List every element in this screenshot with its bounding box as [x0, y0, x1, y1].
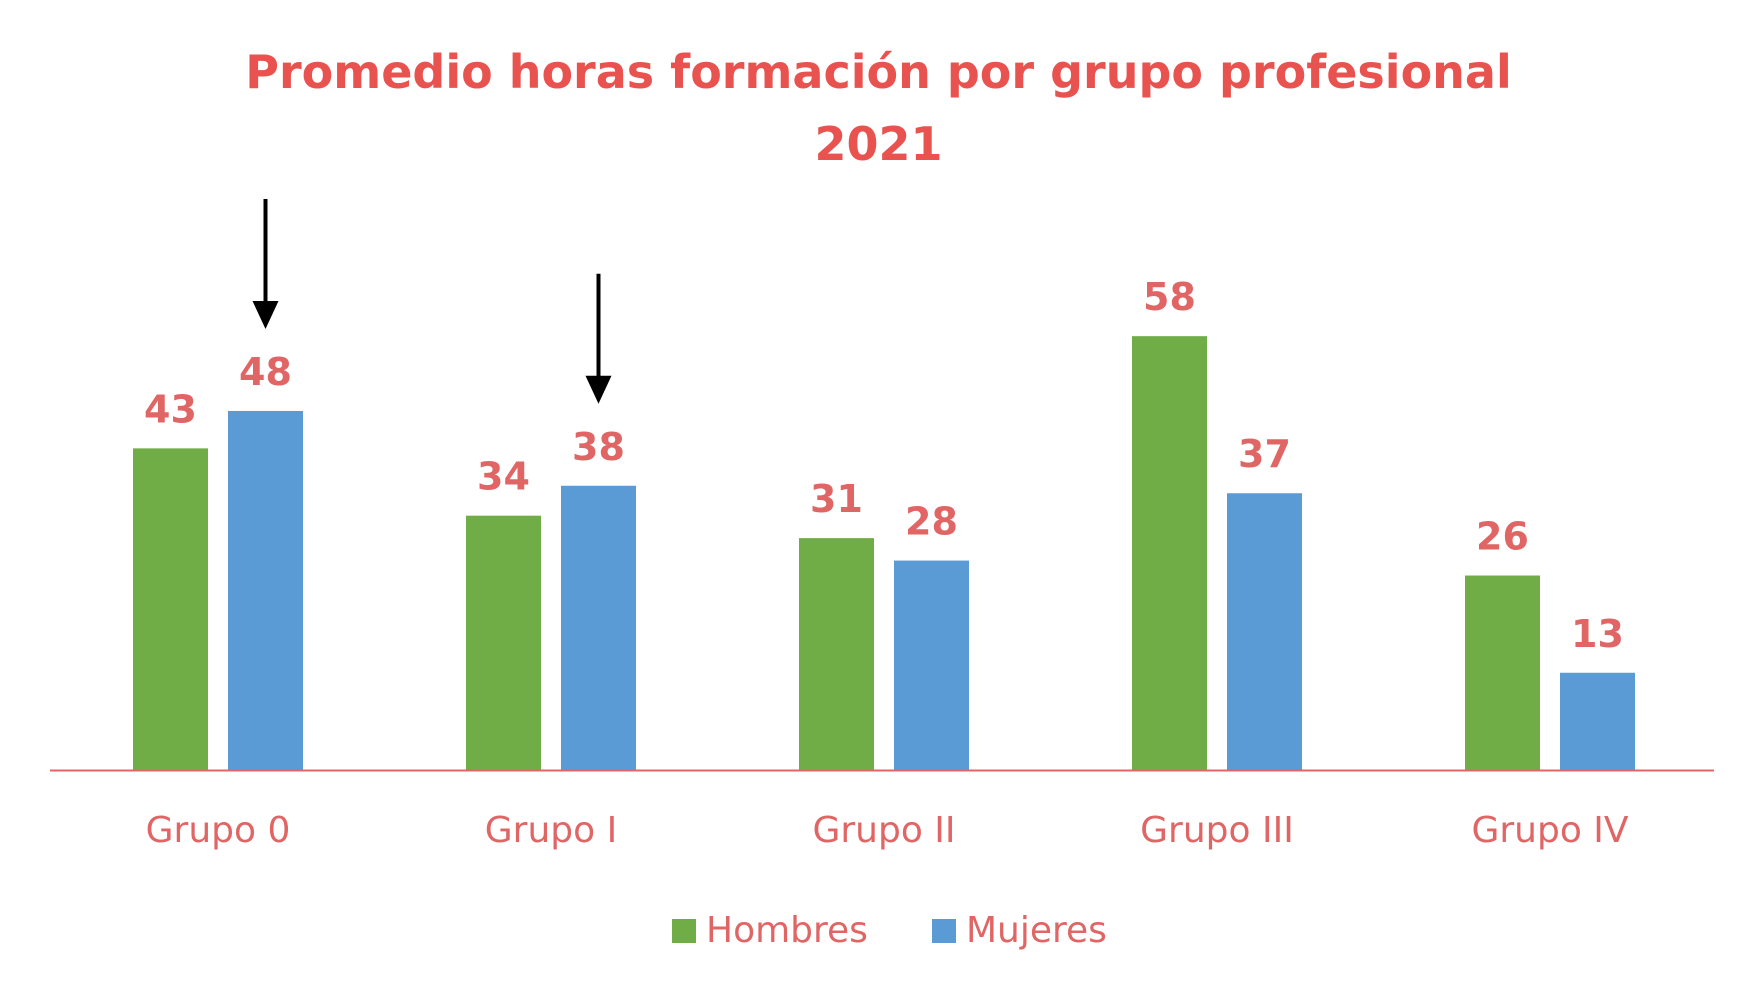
legend-swatch-hombres — [672, 919, 696, 943]
x-tick-label: Grupo IV — [1471, 810, 1628, 851]
annotation-arrow-head — [585, 375, 612, 404]
data-label-hombres-grupo-iii: 58 — [1143, 275, 1196, 319]
legend-label-hombres: Hombres — [706, 910, 868, 951]
bar-mujeres-grupo-i — [561, 485, 636, 770]
chart-title: Promedio horas formación por grupo profe… — [0, 36, 1757, 180]
data-label-hombres-grupo-ii: 31 — [810, 477, 863, 521]
data-label-mujeres-grupo-i: 38 — [572, 425, 625, 469]
data-label-hombres-grupo-0: 43 — [144, 387, 197, 431]
bar-hombres-grupo-iv — [1465, 575, 1540, 770]
bar-hombres-grupo-iii — [1132, 336, 1207, 770]
legend-swatch-mujeres — [932, 919, 956, 943]
data-label-mujeres-grupo-iii: 37 — [1238, 432, 1291, 476]
x-tick-label: Grupo I — [485, 810, 617, 851]
x-tick-label: Grupo II — [812, 810, 955, 851]
bar-mujeres-grupo-ii — [894, 560, 969, 770]
x-tick-label: Grupo III — [1140, 810, 1294, 851]
x-tick-label: Grupo 0 — [146, 810, 291, 851]
legend-label-mujeres: Mujeres — [966, 910, 1107, 951]
bar-hombres-grupo-ii — [799, 538, 874, 770]
bar-mujeres-grupo-iii — [1227, 493, 1302, 770]
annotation-arrow-head — [252, 300, 279, 329]
chart-title-year: 2021 — [814, 117, 943, 171]
data-label-mujeres-grupo-iv: 13 — [1571, 612, 1624, 656]
data-label-mujeres-grupo-0: 48 — [239, 350, 292, 394]
bar-hombres-grupo-0 — [133, 448, 208, 770]
data-label-mujeres-grupo-ii: 28 — [905, 500, 958, 544]
chart-title-main: Promedio horas formación por grupo profe… — [245, 45, 1512, 99]
data-label-hombres-grupo-iv: 26 — [1476, 515, 1529, 559]
data-label-hombres-grupo-i: 34 — [477, 455, 530, 499]
bar-mujeres-grupo-0 — [228, 410, 303, 770]
bar-hombres-grupo-i — [466, 515, 541, 770]
bar-mujeres-grupo-iv — [1560, 672, 1635, 770]
